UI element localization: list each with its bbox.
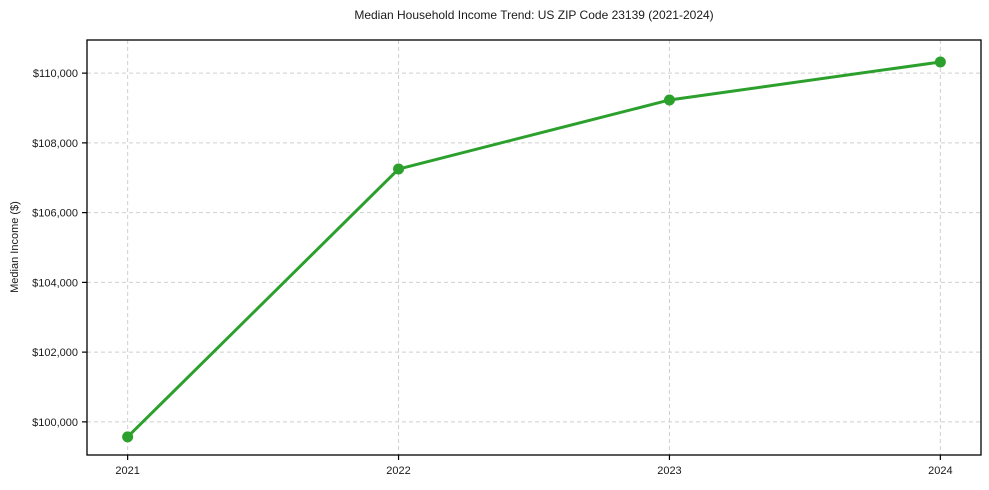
data-point-2023 [663, 94, 675, 106]
y-tick-label: $102,000 [32, 347, 78, 359]
y-tick-label: $108,000 [32, 138, 78, 150]
x-tick-label: 2024 [928, 465, 952, 477]
x-tick-label: 2023 [657, 465, 681, 477]
y-tick-label: $100,000 [32, 417, 78, 429]
y-tick-label: $104,000 [32, 277, 78, 289]
data-point-2022 [393, 163, 405, 175]
y-tick-label: $110,000 [33, 68, 78, 80]
x-tick-label: 2022 [386, 465, 410, 477]
x-tick-label: 2021 [115, 465, 139, 477]
data-point-2024 [934, 56, 946, 68]
chart-title: Median Household Income Trend: US ZIP Co… [354, 8, 714, 22]
plot-border [86, 39, 982, 456]
y-tick-label: $106,000 [32, 208, 78, 220]
data-point-2021 [122, 431, 134, 443]
trend-line [126, 60, 942, 439]
